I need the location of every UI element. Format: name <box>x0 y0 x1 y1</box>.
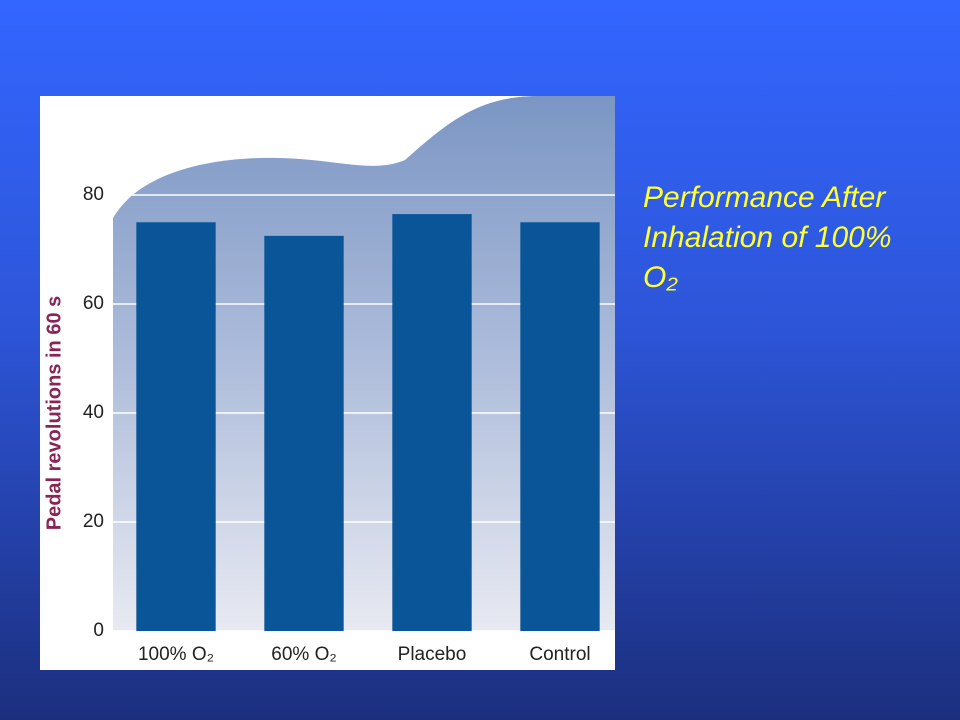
plot-background <box>113 96 615 631</box>
y-tick-label: 40 <box>83 402 104 423</box>
x-tick-label: 60% O₂ <box>271 644 336 665</box>
bar <box>136 222 216 631</box>
x-tick-label: Control <box>529 644 590 665</box>
bar <box>520 222 600 631</box>
slide-title: Performance After Inhalation of 100% O₂ <box>643 181 892 294</box>
y-axis-label: Pedal revolutions in 60 s <box>43 296 65 531</box>
x-tick-label: 100% O₂ <box>138 644 214 665</box>
bar <box>264 235 344 631</box>
y-tick-label: 60 <box>83 293 104 314</box>
x-tick-label: Placebo <box>398 644 467 665</box>
y-tick-label: 20 <box>83 511 104 532</box>
bar <box>392 214 472 631</box>
y-tick-label: 80 <box>83 184 104 205</box>
y-tick-label: 0 <box>93 620 104 641</box>
